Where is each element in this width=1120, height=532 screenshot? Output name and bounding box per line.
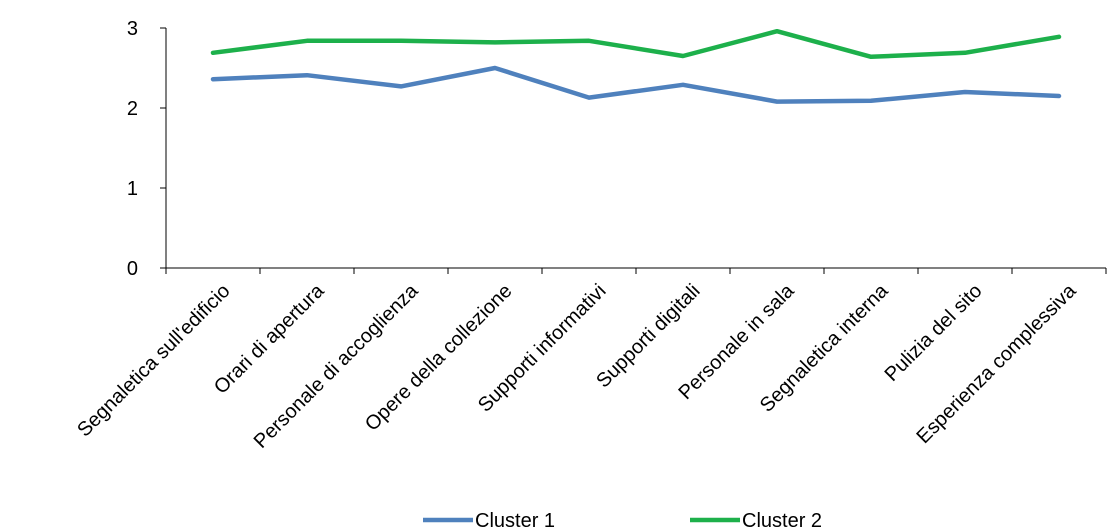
y-tick-label: 1	[127, 178, 138, 200]
x-tick-label: Pulizia del sito	[881, 280, 987, 386]
y-tick-label: 2	[127, 98, 138, 120]
series-line-cluster-2	[210, 28, 1062, 60]
legend-label-cluster-1: Cluster 1	[475, 510, 555, 532]
y-tick-label: 3	[127, 18, 138, 40]
x-tick-label: Esperienza complessiva	[912, 279, 1081, 448]
x-tick-label: Segnaletica sull'edificio	[73, 280, 234, 441]
y-axis: 0 1 2 3	[127, 18, 167, 280]
series-line-cluster-1	[210, 65, 1062, 104]
x-tick-label: Personale di accoglienza	[250, 279, 423, 452]
legend: Cluster 1 Cluster 2	[423, 510, 822, 532]
series-layer	[210, 28, 1062, 104]
legend-label-cluster-2: Cluster 2	[742, 510, 822, 532]
y-tick-label: 0	[127, 258, 138, 280]
